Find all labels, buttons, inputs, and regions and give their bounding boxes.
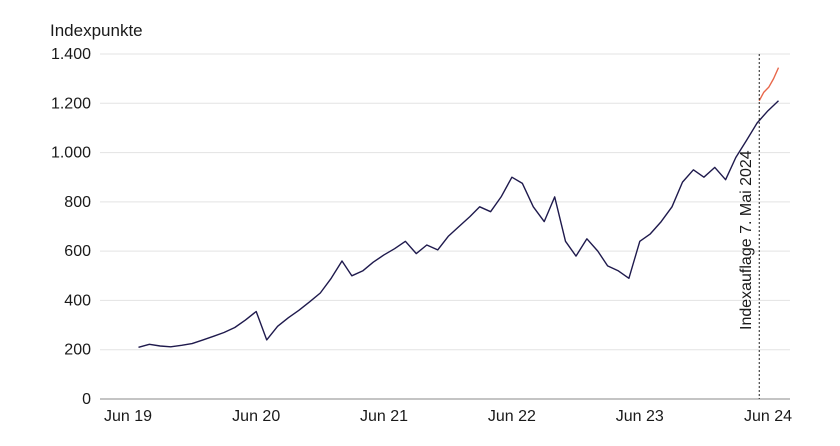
- y-tick-label: 200: [64, 342, 91, 359]
- y-tick-label: 1.200: [51, 95, 91, 112]
- x-tick-label: Jun 22: [488, 408, 536, 425]
- index-live-line: [758, 67, 780, 102]
- series-lines: [138, 67, 780, 348]
- x-tick-label: Jun 21: [360, 408, 408, 425]
- y-tick-label: 400: [64, 292, 91, 309]
- index-history-line: [138, 100, 779, 348]
- y-axis-label: Indexpunkte: [50, 21, 143, 40]
- x-tick-label: Jun 20: [232, 408, 280, 425]
- x-tick-labels: Jun 19 Jun 20 Jun 21 Jun 22 Jun 23 Jun 24: [104, 408, 792, 425]
- gridlines: [100, 53, 790, 400]
- y-tick-labels: 0 200 400 600 800 1.000 1.200 1.400: [51, 46, 91, 408]
- y-tick-label: 0: [82, 391, 91, 408]
- y-tick-label: 1.400: [51, 46, 91, 63]
- annotation-group: Indexauflage 7. Mai 2024: [738, 54, 760, 399]
- y-tick-label: 800: [64, 194, 91, 211]
- y-tick-label: 600: [64, 243, 91, 260]
- x-tick-label: Jun 24: [744, 408, 792, 425]
- annotation-label: Indexauflage 7. Mai 2024: [738, 150, 755, 330]
- x-tick-label: Jun 19: [104, 408, 152, 425]
- y-tick-label: 1.000: [51, 145, 91, 162]
- x-tick-label: Jun 23: [616, 408, 664, 425]
